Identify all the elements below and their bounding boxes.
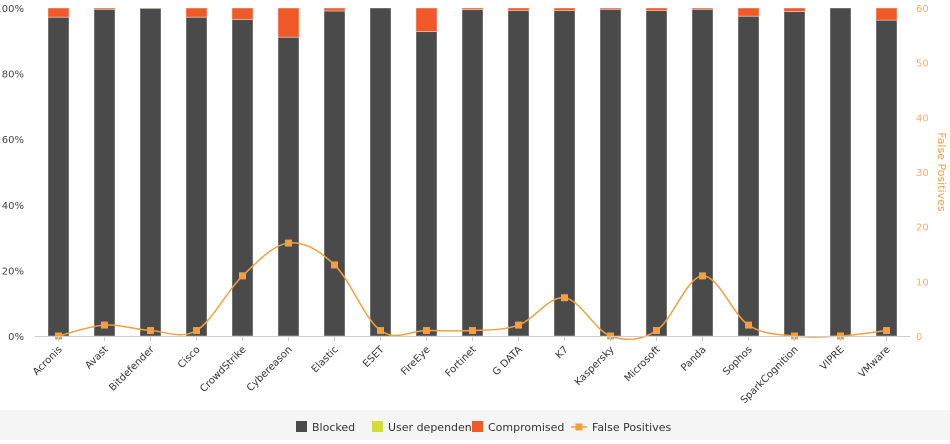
- right-tick-label: 0: [916, 332, 922, 343]
- bar-compromised: [48, 8, 69, 17]
- x-tick-label: VMware: [857, 344, 893, 380]
- bar-compromised: [646, 8, 667, 11]
- x-tick-label: Panda: [679, 344, 708, 373]
- right-tick-label: 20: [916, 223, 929, 234]
- bar-blocked: [462, 10, 483, 336]
- legend-item-user-dependent[interactable]: User dependent: [372, 421, 477, 434]
- false-positives-point: [883, 327, 890, 334]
- false-positives-point: [147, 327, 154, 334]
- bar-compromised: [876, 8, 897, 20]
- x-tick-label: Cisco: [176, 344, 203, 371]
- left-tick-label: 40%: [2, 201, 24, 212]
- bar-blocked: [140, 8, 161, 336]
- bar-blocked: [186, 17, 207, 336]
- x-tick-label: VIPRE: [818, 344, 846, 372]
- bar-blocked: [738, 16, 759, 336]
- x-tick-label: FireEye: [399, 344, 432, 377]
- x-tick-label: Bitdefender: [107, 344, 157, 394]
- x-tick-label: Acronis: [31, 344, 65, 378]
- bar-compromised: [324, 8, 345, 11]
- x-tick-label: Sophos: [721, 344, 755, 378]
- bar-compromised: [692, 8, 713, 9]
- x-tick-label: G DATA: [491, 344, 525, 378]
- x-tick-label: Microsoft: [623, 344, 663, 384]
- bar-blocked: [278, 37, 299, 336]
- bar-blocked: [600, 9, 621, 336]
- legend-marker: [576, 424, 583, 431]
- legend-swatch: [296, 421, 307, 432]
- bar-compromised: [186, 8, 207, 17]
- false-positives-point: [239, 272, 246, 279]
- legend-label: Blocked: [312, 421, 355, 434]
- bar-blocked: [324, 11, 345, 336]
- bar-blocked: [370, 8, 391, 336]
- false-positives-point: [423, 327, 430, 334]
- bar-compromised: [232, 8, 253, 19]
- bar-compromised: [278, 8, 299, 37]
- bar-compromised: [416, 8, 437, 32]
- bar-compromised: [600, 8, 621, 9]
- bar-blocked: [646, 11, 667, 336]
- false-positives-point: [561, 294, 568, 301]
- bar-compromised: [462, 8, 483, 10]
- left-axis: 0% 20% 40% 60% 80% 100%: [0, 4, 910, 343]
- false-positives-point: [515, 322, 522, 329]
- false-positives-point: [699, 272, 706, 279]
- legend-swatch: [472, 421, 483, 432]
- left-tick-label: 20%: [2, 266, 24, 277]
- legend-swatch: [372, 421, 383, 432]
- right-tick-label: 40: [916, 113, 929, 124]
- bar-compromised: [738, 8, 759, 16]
- bar-blocked: [508, 11, 529, 336]
- right-axis: 0 10 20 30 40 50 60: [916, 4, 929, 343]
- left-tick-label: 100%: [0, 4, 24, 15]
- bar-blocked: [830, 8, 851, 336]
- x-tick-label: Cybereason: [245, 344, 295, 394]
- bar-blocked: [784, 12, 805, 336]
- x-tick-label: Elastic: [310, 344, 341, 375]
- legend-label: Compromised: [488, 421, 564, 434]
- x-tick-label: CrowdStrike: [198, 344, 248, 394]
- bar-compromised: [94, 8, 115, 9]
- false-positives-point: [331, 261, 338, 268]
- false-positives-point: [193, 327, 200, 334]
- x-tick-label: Avast: [83, 344, 110, 371]
- left-tick-label: 0%: [8, 332, 24, 343]
- false-positives-point: [469, 327, 476, 334]
- bars: [48, 8, 897, 336]
- bar-blocked: [554, 11, 575, 336]
- false-positives-point: [285, 240, 292, 247]
- left-tick-label: 60%: [2, 135, 24, 146]
- bar-blocked: [94, 9, 115, 336]
- false-positives-point: [745, 322, 752, 329]
- legend-label: False Positives: [592, 421, 672, 434]
- bar-blocked: [48, 17, 69, 336]
- right-tick-label: 10: [916, 277, 929, 288]
- bar-compromised: [508, 8, 529, 11]
- x-tick-label: Fortinet: [443, 344, 478, 379]
- false-positives-point: [653, 327, 660, 334]
- bar-blocked: [232, 19, 253, 336]
- right-tick-label: 50: [916, 59, 929, 70]
- right-tick-label: 30: [916, 168, 929, 179]
- left-tick-label: 80%: [2, 70, 24, 81]
- right-tick-label: 60: [916, 4, 929, 15]
- bar-compromised: [784, 8, 805, 12]
- legend-label: User dependent: [388, 421, 477, 434]
- x-tick-label: ESET: [361, 344, 387, 370]
- right-axis-title: False Positives: [935, 132, 948, 212]
- false-positives-point: [377, 327, 384, 334]
- bar-blocked: [416, 32, 437, 336]
- false-positives-point: [101, 322, 108, 329]
- x-tick-label: K7: [554, 344, 571, 361]
- bar-blocked: [876, 20, 897, 336]
- x-tick-label: Kaspersky: [573, 344, 617, 388]
- bar-compromised: [554, 8, 575, 11]
- bar-blocked: [692, 9, 713, 336]
